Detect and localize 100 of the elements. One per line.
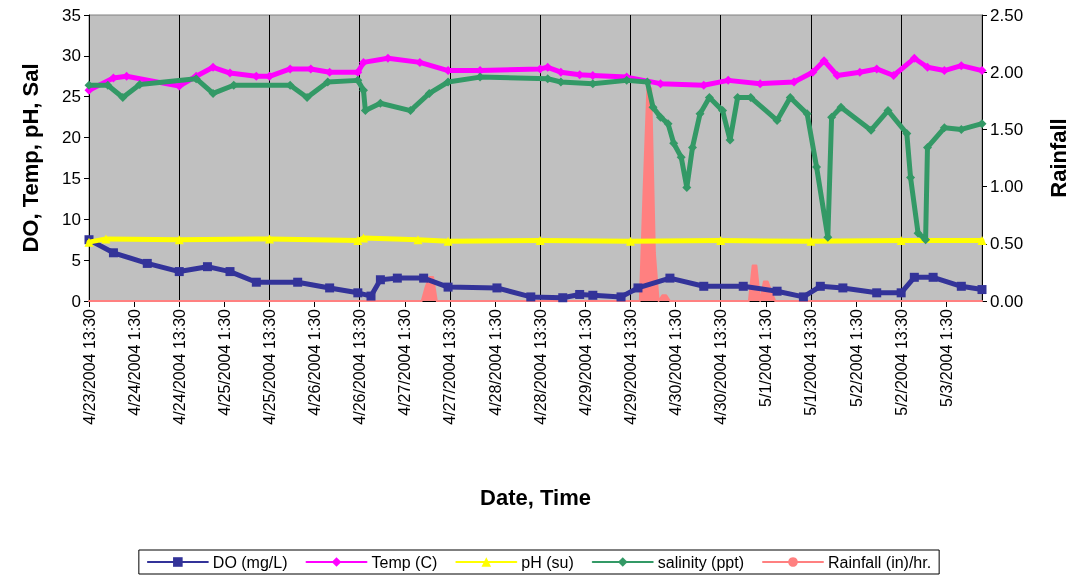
- point: [785, 93, 795, 103]
- point: [526, 292, 536, 302]
- point: [625, 236, 635, 246]
- point: [665, 273, 675, 283]
- point: [896, 288, 906, 298]
- point: [977, 236, 987, 246]
- y-tick-label: 5: [71, 250, 81, 270]
- legend-label: pH (su): [521, 553, 574, 571]
- point: [424, 88, 434, 98]
- point: [838, 283, 848, 293]
- y-tick-label: 25: [62, 87, 81, 107]
- point: [808, 67, 818, 77]
- y2-axis-title: Rainfall: [1045, 118, 1071, 198]
- x-tick-label: 4/25/2004 13:30: [260, 308, 278, 425]
- y-tick-label: 35: [62, 5, 81, 25]
- point: [704, 93, 714, 103]
- point: [375, 98, 385, 108]
- point: [738, 281, 748, 291]
- legend-label: DO (mg/L): [212, 553, 288, 571]
- point: [118, 93, 128, 103]
- y2-tick-label: 0.00: [990, 291, 1024, 311]
- point: [353, 288, 363, 298]
- point: [142, 258, 152, 268]
- point: [575, 289, 585, 299]
- y-tick-label: 0: [71, 291, 81, 311]
- y2-tick-label: 1.00: [990, 177, 1024, 197]
- point: [866, 125, 876, 135]
- point: [413, 235, 423, 245]
- point: [225, 267, 235, 277]
- point: [375, 275, 385, 285]
- point: [353, 236, 363, 246]
- point: [174, 267, 184, 277]
- x-tick-label: 4/30/2004 13:30: [712, 308, 730, 425]
- x-tick-label: 4/29/2004 13:30: [621, 308, 639, 425]
- x-tick-label: 4/27/2004 1:30: [396, 308, 414, 416]
- x-tick-label: 5/2/2004 1:30: [847, 308, 865, 407]
- legend-label: Temp (C): [371, 553, 438, 571]
- point: [928, 272, 938, 282]
- y2-tick-label: 2.50: [990, 5, 1024, 25]
- point: [676, 152, 686, 162]
- point: [202, 262, 212, 272]
- x-tick-label: 4/26/2004 13:30: [351, 308, 369, 425]
- point: [358, 57, 368, 67]
- x-tick-label: 5/1/2004 13:30: [802, 308, 820, 416]
- point: [806, 236, 816, 246]
- point: [633, 283, 643, 293]
- legend-label: salinity (ppt): [657, 553, 744, 571]
- y2-tick-label: 2.00: [990, 62, 1024, 82]
- point: [909, 53, 919, 63]
- point: [772, 286, 782, 296]
- point: [896, 236, 906, 246]
- point: [836, 102, 846, 112]
- point: [699, 281, 709, 291]
- point: [798, 292, 808, 302]
- y-tick-label: 10: [62, 209, 81, 229]
- point: [392, 273, 402, 283]
- point: [922, 62, 932, 72]
- point: [208, 88, 218, 98]
- x-tick-label: 4/25/2004 1:30: [215, 308, 233, 416]
- x-tick-label: 4/28/2004 1:30: [486, 308, 504, 416]
- point: [366, 291, 376, 301]
- point: [772, 115, 782, 125]
- x-tick-label: 4/24/2004 1:30: [125, 308, 143, 416]
- point: [251, 277, 261, 287]
- point: [956, 281, 966, 291]
- y-tick-label: 30: [62, 46, 81, 66]
- y-tick-label: 15: [62, 168, 81, 188]
- x-tick-label: 4/23/2004 13:30: [80, 308, 98, 425]
- point: [419, 273, 429, 283]
- x-tick-label: 4/30/2004 1:30: [667, 308, 685, 416]
- legend-label: Rainfall (in)/hr.: [828, 553, 932, 571]
- x-tick-label: 5/1/2004 1:30: [757, 308, 775, 407]
- point: [883, 106, 893, 116]
- point: [815, 281, 825, 291]
- x-tick-label: 4/24/2004 13:30: [170, 308, 188, 425]
- point: [819, 56, 829, 66]
- y2-tick-label: 0.50: [990, 234, 1024, 254]
- point: [264, 234, 274, 244]
- x-tick-label: 4/28/2004 13:30: [531, 308, 549, 425]
- point: [889, 70, 899, 80]
- x-tick-label: 4/29/2004 1:30: [576, 308, 594, 416]
- x-tick-label: 4/26/2004 1:30: [306, 308, 324, 416]
- point: [977, 285, 987, 295]
- point: [909, 272, 919, 282]
- point: [302, 93, 312, 103]
- point: [293, 277, 303, 287]
- point: [108, 248, 118, 258]
- y-tick-label: 20: [62, 128, 81, 148]
- point: [325, 283, 335, 293]
- x-tick-label: 5/3/2004 1:30: [937, 308, 955, 407]
- point: [208, 62, 218, 72]
- x-tick-label: 4/27/2004 13:30: [441, 308, 459, 425]
- y-axis-title: DO, Temp, pH, Sal: [17, 63, 43, 253]
- point: [716, 236, 726, 246]
- point: [492, 283, 502, 293]
- point: [872, 288, 882, 298]
- point: [543, 62, 553, 72]
- point: [443, 282, 453, 292]
- x-axis-title: Date, Time: [480, 484, 591, 510]
- point: [558, 293, 568, 303]
